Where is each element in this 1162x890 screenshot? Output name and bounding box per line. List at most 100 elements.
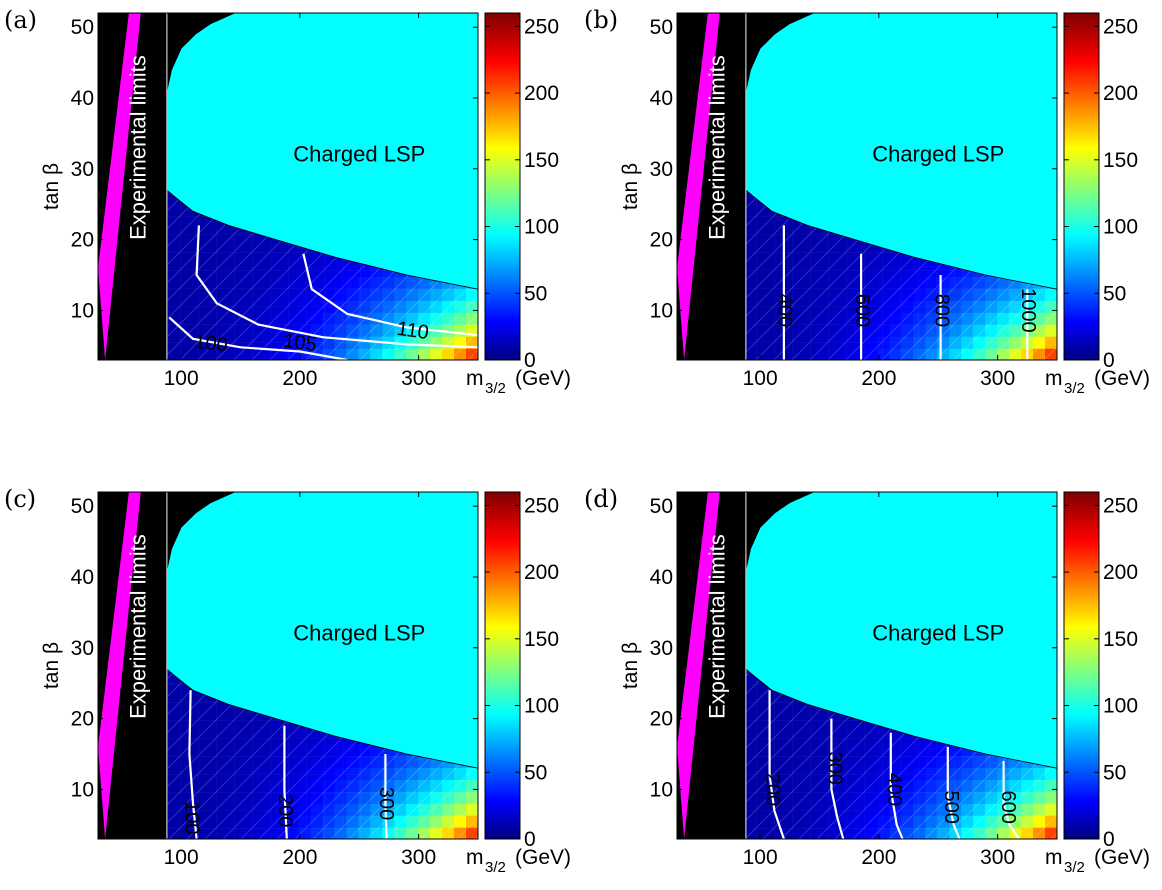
colorbar-tick-label: 200: [1103, 82, 1138, 105]
x-axis-label: m: [466, 367, 484, 390]
panel-label: (a): [4, 6, 37, 34]
colorbar-tick-label: 100: [524, 695, 559, 718]
colorbar-tick-label: 150: [524, 149, 559, 172]
contour-line-600: [1002, 761, 1020, 839]
plot-frame: [676, 12, 1058, 361]
y-tick-label: 20: [71, 229, 94, 252]
contour-line-200: [768, 690, 785, 839]
contour-label: 300: [823, 751, 845, 784]
x-tick-label: 300: [401, 367, 436, 390]
contour-label: 100: [193, 330, 229, 356]
ccb-region: [677, 492, 720, 839]
contour-label: 400: [883, 773, 905, 806]
y-tick-label: 40: [650, 87, 673, 110]
contour-line-400: [889, 732, 904, 839]
x-tick-label: 200: [861, 846, 896, 869]
colorbar-tick-label: 100: [524, 216, 559, 239]
ccb-label: CCB: [96, 32, 121, 78]
y-tick-label: 50: [71, 16, 94, 39]
colorbar-tick-label: 50: [1103, 282, 1126, 305]
charged-lsp-region: [745, 13, 1057, 290]
colorbar: [484, 12, 521, 361]
y-tick-label: 10: [71, 299, 94, 322]
contour-label: 500: [940, 790, 962, 823]
contour-label: 200: [762, 773, 784, 806]
panel-label: (d): [584, 485, 618, 513]
y-tick-label: 50: [71, 495, 94, 518]
colorbar-tick-label: 50: [524, 282, 547, 305]
y-tick-label: 20: [650, 708, 673, 731]
x-axis-label-subscript: 3/2: [485, 380, 506, 397]
x-tick-label: 100: [743, 367, 778, 390]
contour-label: 200: [274, 794, 296, 827]
ccb-lower-corner: [98, 746, 106, 839]
charged-lsp-label: Charged LSP: [293, 621, 425, 646]
x-axis-label-subscript: 3/2: [485, 859, 506, 876]
colorbar-tick-label: 100: [1103, 695, 1138, 718]
contour-line-100: [188, 690, 198, 839]
colorbar-tick-label: 250: [524, 15, 559, 38]
colorbar-tick-label: 50: [524, 761, 547, 784]
x-axis-label-unit: (GeV): [1094, 846, 1150, 869]
colorbar: [1063, 491, 1100, 840]
contour-label: 110: [395, 318, 430, 344]
panel-label: (c): [4, 485, 36, 513]
x-axis-label: m: [1045, 846, 1063, 869]
x-axis-label-unit: (GeV): [515, 846, 571, 869]
charged-lsp-region: [745, 492, 1057, 769]
y-tick-label: 30: [71, 158, 94, 181]
charged-lsp-region: [166, 492, 478, 769]
contour-label: 800: [930, 294, 952, 327]
y-tick-label: 40: [71, 87, 94, 110]
colorbar-tick-label: 250: [524, 494, 559, 517]
x-axis-label-subscript: 3/2: [1064, 380, 1085, 397]
colorbar-tick-label: 250: [1103, 494, 1138, 517]
colorbar-tick-label: 150: [1103, 628, 1138, 651]
plot-frame: [97, 491, 479, 840]
contour-line-200: [283, 725, 288, 839]
plot-area: 100 200 300: [98, 492, 478, 839]
contour-label: 100: [180, 801, 202, 834]
contour-line-300: [830, 718, 845, 839]
contour-label: 105: [282, 330, 318, 356]
y-tick-label: 50: [650, 495, 673, 518]
colorbar-tick-label: 250: [1103, 15, 1138, 38]
ccb-lower-corner: [98, 267, 106, 360]
contour-line-300: [384, 754, 388, 839]
x-axis-label: m: [466, 846, 484, 869]
plot-frame: [97, 12, 479, 361]
ccb-lower-corner: [677, 267, 685, 360]
charged-lsp-label: Charged LSP: [872, 142, 1004, 167]
colorbar-tick-label: 200: [1103, 561, 1138, 584]
plot-frame: [676, 491, 1058, 840]
contour-line-110: [302, 253, 478, 337]
experimental-limits-label: Experimental limits: [704, 534, 729, 719]
y-tick-label: 40: [71, 566, 94, 589]
y-tick-label: 40: [650, 566, 673, 589]
experimental-limits-label: Experimental limits: [125, 55, 150, 240]
x-tick-label: 100: [164, 367, 199, 390]
y-axis-label: tan β: [619, 642, 642, 689]
colorbar: [1063, 12, 1100, 361]
charged-lsp-label: Charged LSP: [293, 142, 425, 167]
y-axis-label: tan β: [40, 163, 63, 210]
ccb-label: CCB: [675, 32, 700, 78]
contour-line-100: [168, 316, 348, 360]
ccb-lower-corner: [677, 746, 685, 839]
y-tick-label: 10: [650, 778, 673, 801]
ccb-label: CCB: [675, 511, 700, 557]
colorbar-tick-label: 0: [1103, 349, 1115, 372]
excluded-corner: [166, 13, 235, 91]
contour-label: 300: [375, 787, 397, 820]
y-tick-label: 10: [71, 778, 94, 801]
contour-label: 400: [774, 294, 796, 327]
charged-lsp-region: [166, 13, 478, 290]
x-tick-label: 100: [164, 846, 199, 869]
x-axis-label-unit: (GeV): [515, 367, 571, 390]
x-tick-label: 200: [282, 846, 317, 869]
contour-label: 1000: [1017, 288, 1039, 333]
colorbar-tick-label: 0: [524, 349, 536, 372]
